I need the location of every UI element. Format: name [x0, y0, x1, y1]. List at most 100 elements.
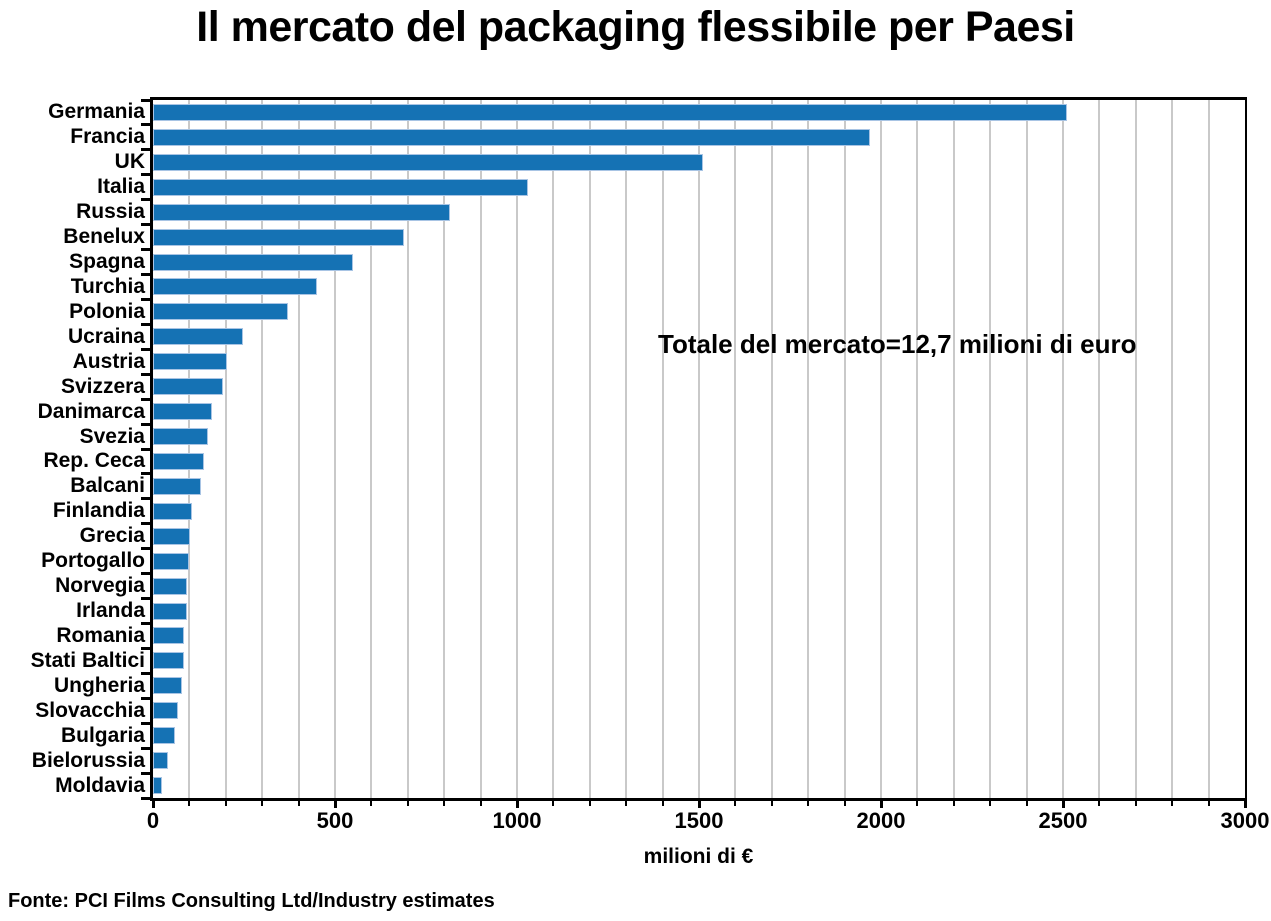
x-tick-label: 2000: [856, 808, 906, 833]
x-tick-label: 2500: [1038, 808, 1088, 833]
gridline: [1025, 100, 1028, 798]
y-axis-tick: [141, 472, 150, 476]
category-label: Irlanda: [76, 599, 145, 623]
bar-bulgaria: [153, 727, 175, 745]
bar-germania: [153, 103, 1067, 121]
total-market-annotation: Totale del mercato=12,7 milioni di euro: [658, 329, 1137, 359]
gridline: [334, 100, 336, 798]
gridline: [1207, 100, 1210, 798]
x-major-tick: [333, 801, 337, 808]
category-label: Bulgaria: [60, 723, 145, 747]
bar-austria: [153, 353, 228, 371]
x-tick-label: 500: [316, 808, 354, 833]
x-minor-tick: [224, 801, 227, 806]
category-label: Ungheria: [53, 673, 145, 697]
gridline: [188, 100, 191, 798]
gridline: [807, 100, 810, 798]
bar-ungheria: [153, 677, 183, 695]
category-label: Spagna: [69, 250, 145, 274]
bar-svezia: [153, 428, 208, 446]
x-minor-tick: [952, 801, 955, 806]
bar-francia: [153, 128, 871, 146]
y-axis-tick: [141, 746, 150, 750]
x-minor-tick: [479, 801, 482, 806]
y-axis-tick: [141, 347, 150, 351]
bar-slovacchia: [153, 702, 179, 720]
gridline: [261, 100, 264, 798]
y-axis-tick: [141, 547, 150, 551]
x-tick-label: 1000: [492, 808, 542, 833]
gridline: [479, 100, 482, 798]
category-label: Bielorussia: [31, 748, 145, 772]
gridline: [588, 100, 591, 798]
x-minor-tick: [989, 801, 992, 806]
category-label: Svizzera: [60, 374, 145, 398]
bar-irlanda: [153, 602, 187, 620]
x-major-tick: [697, 801, 701, 808]
category-label: Polonia: [69, 299, 145, 323]
bar-finlandia: [153, 502, 192, 520]
gridline: [516, 100, 518, 798]
y-axis-tick: [141, 597, 150, 601]
x-minor-tick: [1098, 801, 1101, 806]
gridline: [698, 100, 700, 798]
category-label: Finlandia: [52, 499, 145, 523]
category-label: Turchia: [70, 274, 145, 298]
bar-bielorussia: [153, 752, 169, 770]
x-major-tick: [1061, 801, 1065, 808]
x-minor-tick: [588, 801, 591, 806]
x-minor-tick: [188, 801, 191, 806]
x-minor-tick: [625, 801, 628, 806]
gridline: [224, 100, 227, 798]
category-label: Danimarca: [37, 399, 145, 423]
category-label: UK: [114, 150, 145, 174]
gridline: [952, 100, 955, 798]
category-label: Portogallo: [41, 549, 145, 573]
category-label: Italia: [97, 175, 145, 199]
y-axis-tick: [141, 397, 150, 401]
category-label: Svezia: [79, 424, 145, 448]
x-minor-tick: [1207, 801, 1210, 806]
y-axis-tick: [141, 422, 150, 426]
bar-grecia: [153, 527, 191, 545]
gridline: [1098, 100, 1101, 798]
y-axis-tick: [141, 646, 150, 650]
gridline: [880, 100, 882, 798]
y-axis-tick: [141, 671, 150, 675]
x-tick-label: 3000: [1220, 808, 1270, 833]
gridline: [770, 100, 773, 798]
y-axis-tick: [141, 198, 150, 202]
category-label: Francia: [70, 125, 145, 149]
category-label: Germania: [48, 100, 145, 124]
x-minor-tick: [443, 801, 446, 806]
bar-benelux: [153, 228, 405, 246]
category-label: Grecia: [79, 524, 145, 548]
x-minor-tick: [1025, 801, 1028, 806]
category-label: Moldavia: [55, 773, 145, 797]
gridline: [406, 100, 409, 798]
gridline: [297, 100, 300, 798]
y-axis-tick: [141, 721, 150, 725]
bar-moldavia: [153, 777, 162, 795]
y-axis-tick: [141, 273, 150, 276]
y-axis-tick: [141, 572, 150, 576]
x-major-tick: [1243, 801, 1247, 808]
bar-russia: [153, 203, 450, 221]
category-label: Romania: [56, 623, 145, 647]
gridline: [443, 100, 446, 798]
bar-turchia: [153, 278, 317, 296]
bar-portogallo: [153, 552, 189, 570]
y-axis-tick: [141, 447, 150, 451]
gridline: [989, 100, 992, 798]
x-minor-tick: [734, 801, 737, 806]
category-label: Balcani: [70, 474, 145, 498]
bar-spagna: [153, 253, 354, 271]
bar-stati-baltici: [153, 652, 184, 670]
x-minor-tick: [297, 801, 300, 806]
x-minor-tick: [1134, 801, 1137, 806]
category-label: Ucraina: [67, 324, 145, 348]
bar-italia: [153, 178, 528, 196]
category-label: Benelux: [63, 225, 145, 249]
x-minor-tick: [370, 801, 373, 806]
